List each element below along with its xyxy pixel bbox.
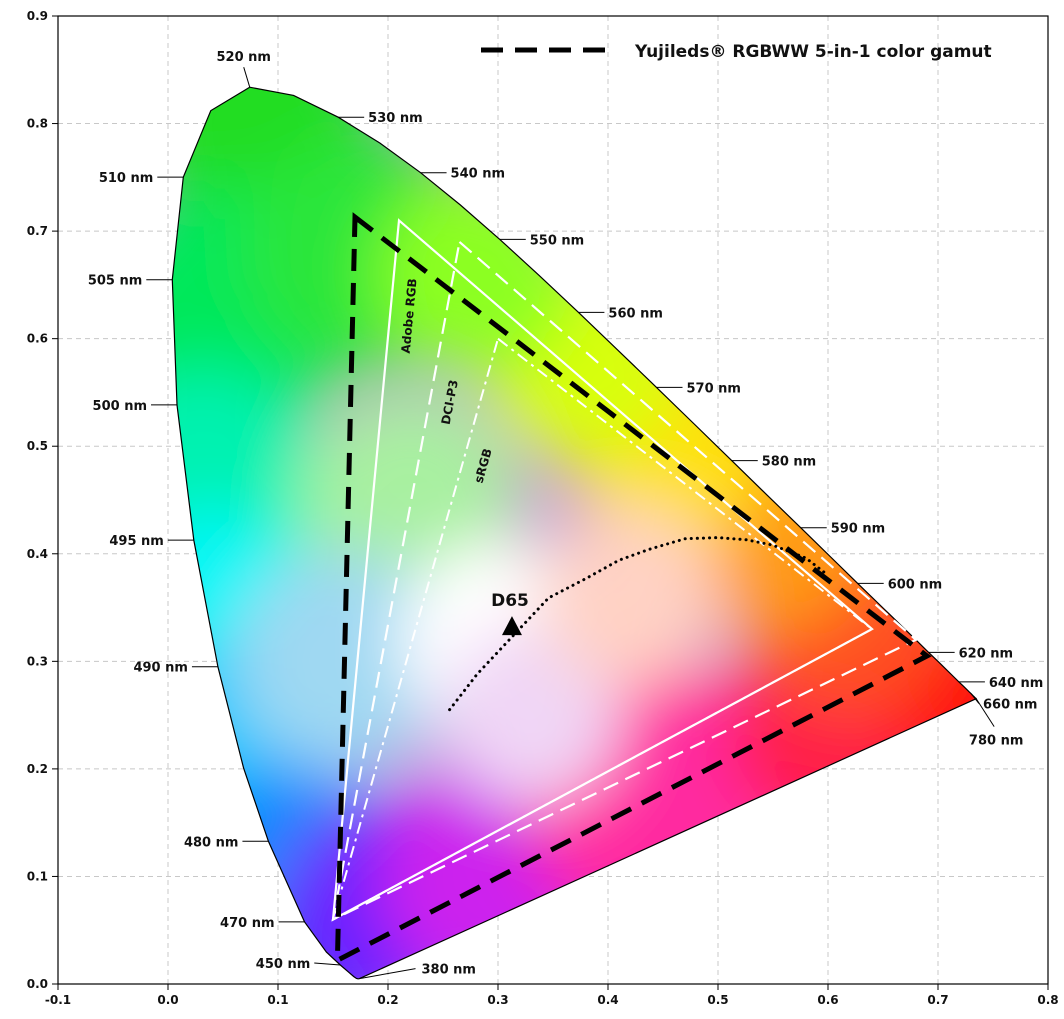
planckian-locus: [448, 536, 830, 712]
x-tick-label: 0.4: [597, 993, 618, 1007]
wavelength-labels: 380 nm 450 nm 470 nm 480 nm 490 nm 495 nm 500 …: [88, 50, 1043, 980]
plot-frame: [57, 15, 1049, 985]
y-tick-label: 0.6: [27, 332, 48, 346]
d65-marker: [501, 616, 522, 636]
gamut-srgb: [331, 337, 874, 922]
x-tick-label: 0.7: [927, 993, 948, 1007]
wavelength-leader: [970, 693, 980, 704]
wavelength-label: 580 nm: [762, 455, 816, 470]
wavelength-label: 640 nm: [989, 676, 1043, 691]
y-tick-label: 0.1: [27, 869, 48, 883]
planckian-curve: [448, 536, 830, 712]
x-tick-label: 0.5: [707, 993, 728, 1007]
wavelength-label: 660 nm: [983, 698, 1037, 713]
white-point: D65: [491, 591, 529, 636]
gamut-triangles: [331, 212, 932, 965]
wavelength-label: 530 nm: [368, 111, 422, 126]
gamut-yujileds-rgbww-5-in-1-color-gamut: [334, 212, 932, 965]
wavelength-label: 500 nm: [93, 399, 147, 414]
wavelength-leader: [359, 968, 416, 980]
wavelength-label: 470 nm: [220, 916, 274, 931]
wavelength-leader: [975, 698, 995, 727]
wavelength-label: 620 nm: [959, 646, 1013, 661]
gamut-dci-p3: [331, 239, 918, 922]
legend-label: Yujileds® RGBWW 5-in-1 color gamut: [634, 42, 992, 62]
wavelength-label: 560 nm: [608, 306, 662, 321]
y-tick-label: 0.8: [27, 117, 48, 131]
axes: -0.1 0.0 0.1 0.2 0.3 0.4 0.5 0.6 0.7 0.8 0.0 0.1 0.2…: [27, 9, 1059, 1007]
wavelength-label: 380 nm: [422, 963, 476, 978]
wavelength-label: 495 nm: [109, 534, 163, 549]
legend: Yujileds® RGBWW 5-in-1 color gamut: [481, 42, 992, 62]
wavelength-label: 480 nm: [184, 835, 238, 850]
y-tick-label: 0.9: [27, 9, 48, 23]
wavelength-label: 510 nm: [99, 171, 153, 186]
x-tick-label: 0.1: [267, 993, 288, 1007]
wavelength-label: 570 nm: [687, 381, 741, 396]
x-tick-label: 0.6: [817, 993, 838, 1007]
y-tick-label: 0.5: [27, 439, 48, 453]
wavelength-label: 540 nm: [451, 167, 505, 182]
wavelength-label: 590 nm: [831, 522, 885, 537]
wavelength-label: 550 nm: [530, 233, 584, 248]
wavelength-leader: [314, 962, 341, 966]
chromaticity-fill: [172, 87, 977, 979]
x-tick-label: 0.3: [487, 993, 508, 1007]
y-tick-label: 0.0: [27, 977, 48, 991]
x-tick-label: 0.0: [157, 993, 178, 1007]
x-tick-label: 0.8: [1037, 993, 1058, 1007]
wavelength-label: 520 nm: [216, 50, 270, 65]
wavelength-label: 490 nm: [133, 661, 187, 676]
fill-blob: [540, 506, 720, 687]
wavelength-leader: [243, 67, 251, 88]
x-tick-label: -0.1: [45, 993, 71, 1007]
wavelength-label: 505 nm: [88, 274, 142, 289]
x-tick-label: 0.2: [377, 993, 398, 1007]
y-tick-label: 0.2: [27, 762, 48, 776]
wavelength-label: 780 nm: [969, 734, 1023, 749]
d65-label: D65: [491, 591, 529, 611]
y-tick-label: 0.7: [27, 224, 48, 238]
wavelength-label: 450 nm: [256, 957, 310, 972]
fill-blob: [441, 625, 621, 806]
y-tick-label: 0.3: [27, 654, 48, 668]
spectral-locus: [171, 86, 978, 980]
wavelength-label: 600 nm: [888, 577, 942, 592]
y-tick-label: 0.4: [27, 547, 48, 561]
